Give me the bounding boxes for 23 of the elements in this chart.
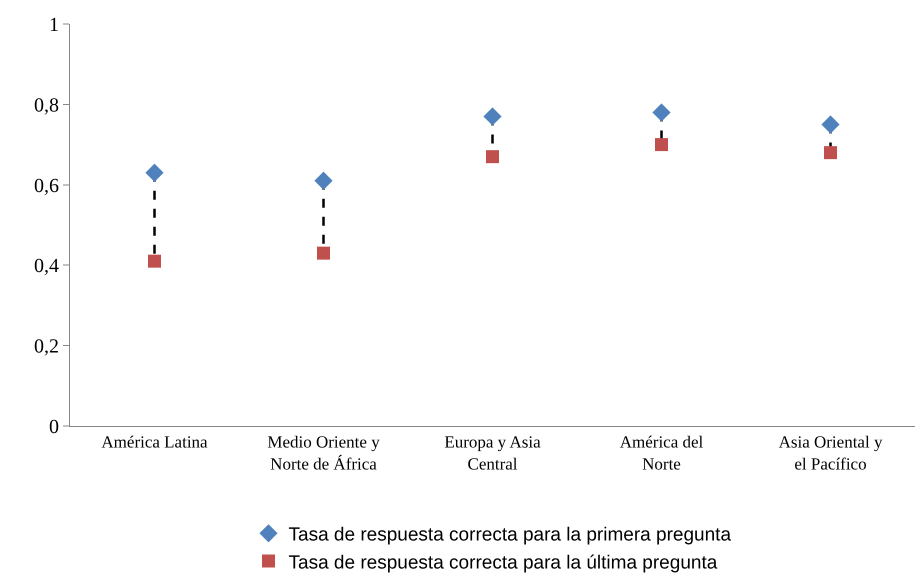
- point: [483, 107, 502, 126]
- x-tick-label: Medio Oriente y Norte de África: [267, 432, 380, 474]
- point: [145, 164, 164, 182]
- y-tick-label: 0,4: [34, 255, 59, 278]
- y-tick-label: 0: [49, 416, 59, 438]
- point: [821, 115, 840, 134]
- legend-label: Tasa de respuesta correcta para la última pregunta: [288, 552, 718, 574]
- y-tick-label: 0,8: [34, 94, 59, 116]
- y-tick-label: 1: [49, 14, 59, 36]
- point: [655, 138, 668, 152]
- point: [314, 172, 333, 190]
- legend-label: Tasa de respuesta correcta para la primera pregunta: [288, 524, 732, 546]
- point: [317, 246, 330, 260]
- x-tick-label: América Latina: [101, 432, 208, 452]
- point: [486, 150, 499, 164]
- point: [824, 146, 837, 160]
- x-tick-label: Asia Oriental y el Pacífico: [778, 432, 883, 474]
- point: [652, 103, 671, 122]
- x-tick-label: América del Norte: [620, 432, 704, 474]
- x-tick-label: Europa y Asia Central: [444, 432, 542, 474]
- point: [148, 254, 161, 268]
- y-tick-label: 0,6: [34, 174, 59, 197]
- y-tick-label: 0,2: [34, 336, 59, 358]
